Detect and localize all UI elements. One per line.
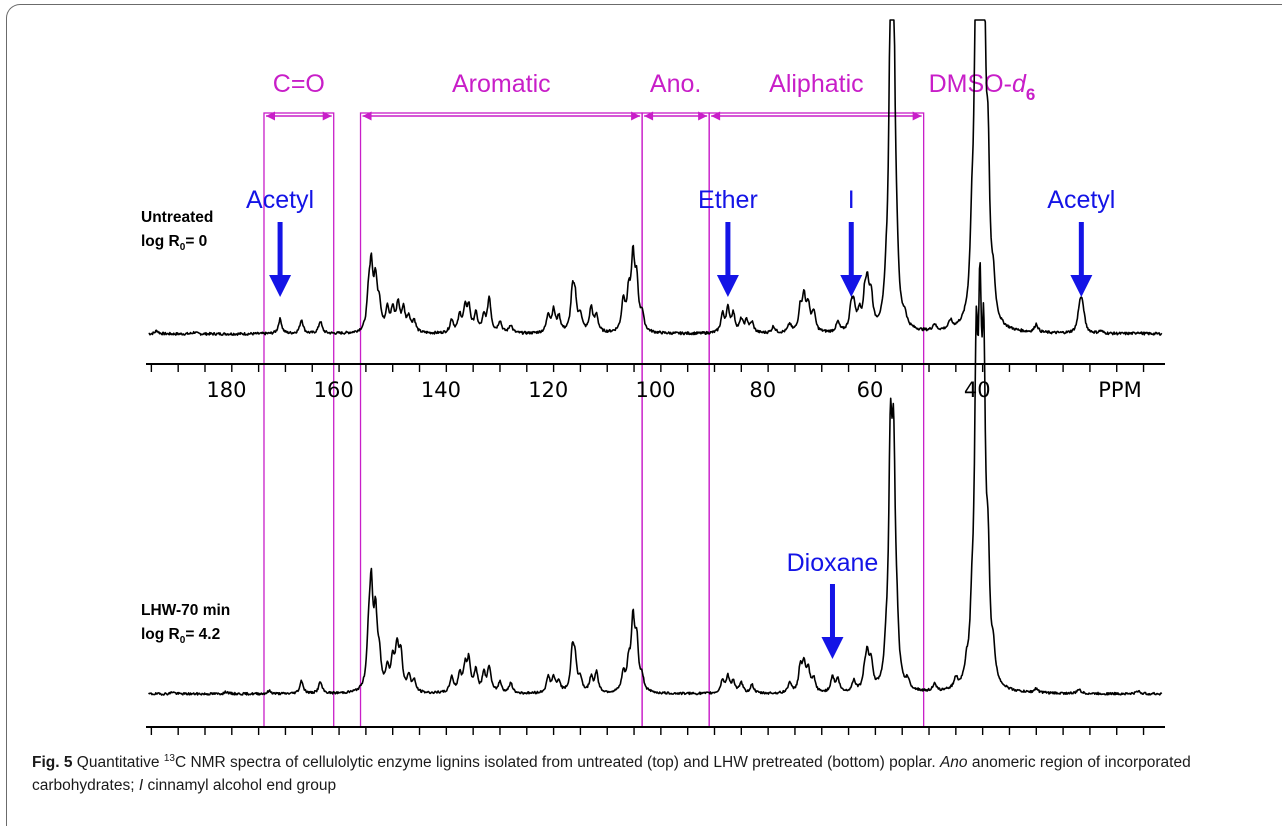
x-tick-label: 60 [857, 378, 884, 402]
annotation-arrowhead [821, 637, 844, 659]
spectrum-line-2 [148, 261, 1163, 696]
region-label: Ano. [650, 70, 701, 98]
region-arrowhead-right [631, 111, 641, 121]
x-tick-label: 160 [314, 378, 354, 402]
spectra [148, 19, 1163, 696]
region-label: Aromatic [452, 70, 551, 98]
annotation-label: Ether [698, 186, 758, 214]
x-tick-label: 40 [964, 378, 991, 402]
peak-annotations: Acetyl Ether I Acetyl Dioxane [246, 186, 1115, 659]
region-overlays: C=O Aromatic Ano. Aliphatic DMSO-d6 [263, 70, 1036, 728]
region-label-dmso: DMSO-d6 [929, 70, 1036, 104]
region-arrowhead-right [698, 111, 708, 121]
caption-sup: 13 [163, 753, 175, 764]
x-tick-label: 100 [635, 378, 675, 402]
region-arrowhead-right [912, 111, 922, 121]
annotation-arrowhead [716, 275, 739, 297]
spectrum-line-1 [148, 19, 1163, 337]
x-tick-label: 120 [528, 378, 568, 402]
region-label: Aliphatic [769, 70, 864, 98]
sample-label-logr: log R0= 4.2 [141, 626, 220, 646]
annotation-arrowhead [1070, 275, 1093, 297]
figure-frame [6, 4, 1282, 826]
annotation-label: I [848, 186, 855, 214]
x-tick-label: 180 [206, 378, 246, 402]
region-box [359, 112, 643, 728]
region-arrowhead-left [711, 111, 721, 121]
region-arrowhead-left [644, 111, 654, 121]
caption-fig-label: Fig. 5 [32, 754, 73, 772]
x-unit-label: PPM [1098, 378, 1141, 402]
x-tick-label: 140 [421, 378, 461, 402]
region-arrowhead-left [362, 111, 372, 121]
x-tick-label: 80 [749, 378, 776, 402]
annotation-label: Acetyl [246, 186, 314, 214]
sample-label-logr: log R0= 0 [141, 233, 207, 253]
caption-italic-i: I [138, 777, 144, 795]
annotation-arrowhead [269, 275, 292, 297]
region-arrowhead-left [265, 111, 275, 121]
caption-text-2: C NMR spectra of cellulolytic enzyme lig… [174, 754, 940, 772]
sample-label-name: LHW-70 min [141, 602, 230, 619]
caption-text-4: cinnamyl alcohol end group [143, 777, 337, 795]
caption-italic-ano: Ano [939, 754, 968, 772]
annotation-arrowhead [840, 275, 863, 297]
caption-text-1: Quantitative [76, 754, 164, 772]
region-arrowhead-right [322, 111, 332, 121]
region-label: C=O [273, 70, 325, 98]
axes: 180160140120100806040PPM1801601401201008… [146, 363, 1165, 735]
nmr-figure: C=O Aromatic Ano. Aliphatic DMSO-d6 180 160 14… [141, 19, 1165, 735]
annotation-label: Acetyl [1047, 186, 1115, 214]
sample-labels: Untreated log R0= 0 LHW-70 min log R0= 4.2 [141, 209, 230, 646]
figure-caption: Fig. 5 Quantitative 13C NMR spectra of c… [32, 747, 1267, 797]
sample-label-name: Untreated [141, 209, 213, 226]
annotation-label: Dioxane [787, 549, 879, 577]
caption-text-3: anomeric region of incorporated carbohyd… [32, 754, 1191, 795]
